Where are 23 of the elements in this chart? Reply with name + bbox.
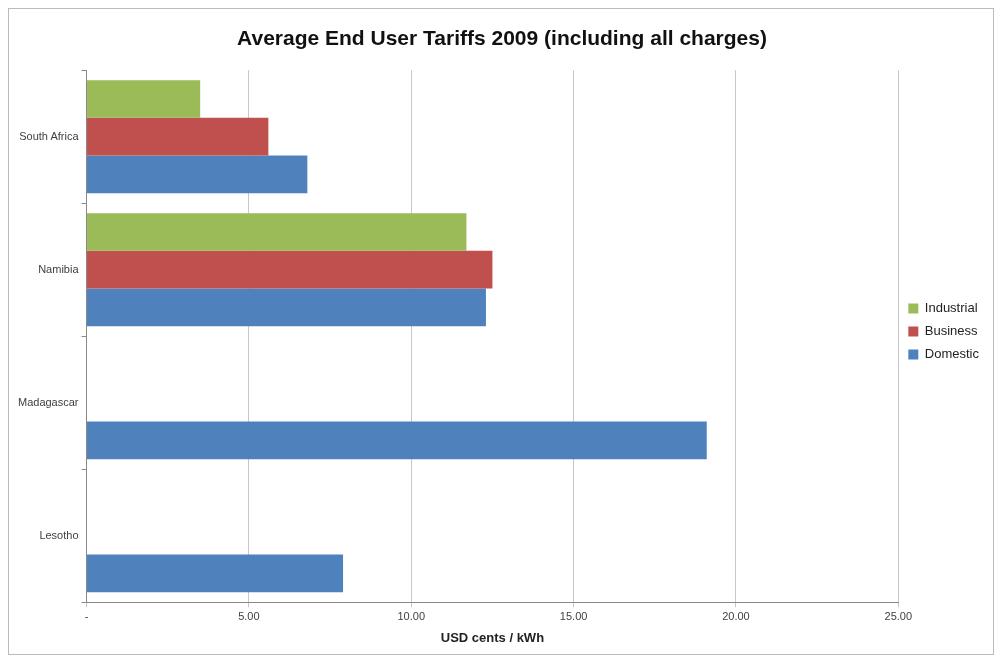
x-tick-label: 25.00 bbox=[884, 609, 913, 622]
x-tick-label: 20.00 bbox=[722, 609, 750, 622]
legend-label: Domestic bbox=[924, 346, 980, 362]
x-tick-label: - bbox=[84, 609, 89, 622]
y-tick-label: Lesotho bbox=[39, 528, 79, 541]
bar bbox=[87, 250, 493, 289]
bar bbox=[87, 80, 201, 118]
x-axis-title: USD cents / kWh bbox=[440, 629, 545, 645]
bar bbox=[87, 213, 467, 251]
bar bbox=[87, 554, 344, 593]
bar bbox=[87, 421, 707, 460]
x-tick-label: 10.00 bbox=[397, 609, 426, 622]
y-tick-label: South Africa bbox=[19, 129, 80, 142]
legend-label: Industrial bbox=[924, 300, 978, 316]
chart-title: Average End User Tariffs 2009 (including all charges) bbox=[237, 26, 767, 50]
y-tick-label: Madagascar bbox=[17, 395, 79, 408]
bar bbox=[87, 288, 486, 327]
bar bbox=[87, 117, 269, 156]
x-tick-label: 15.00 bbox=[559, 609, 588, 622]
legend-label: Business bbox=[924, 323, 979, 339]
y-tick-label: Namibia bbox=[38, 262, 80, 275]
bar bbox=[87, 155, 308, 194]
x-tick-label: 5.00 bbox=[238, 609, 260, 622]
